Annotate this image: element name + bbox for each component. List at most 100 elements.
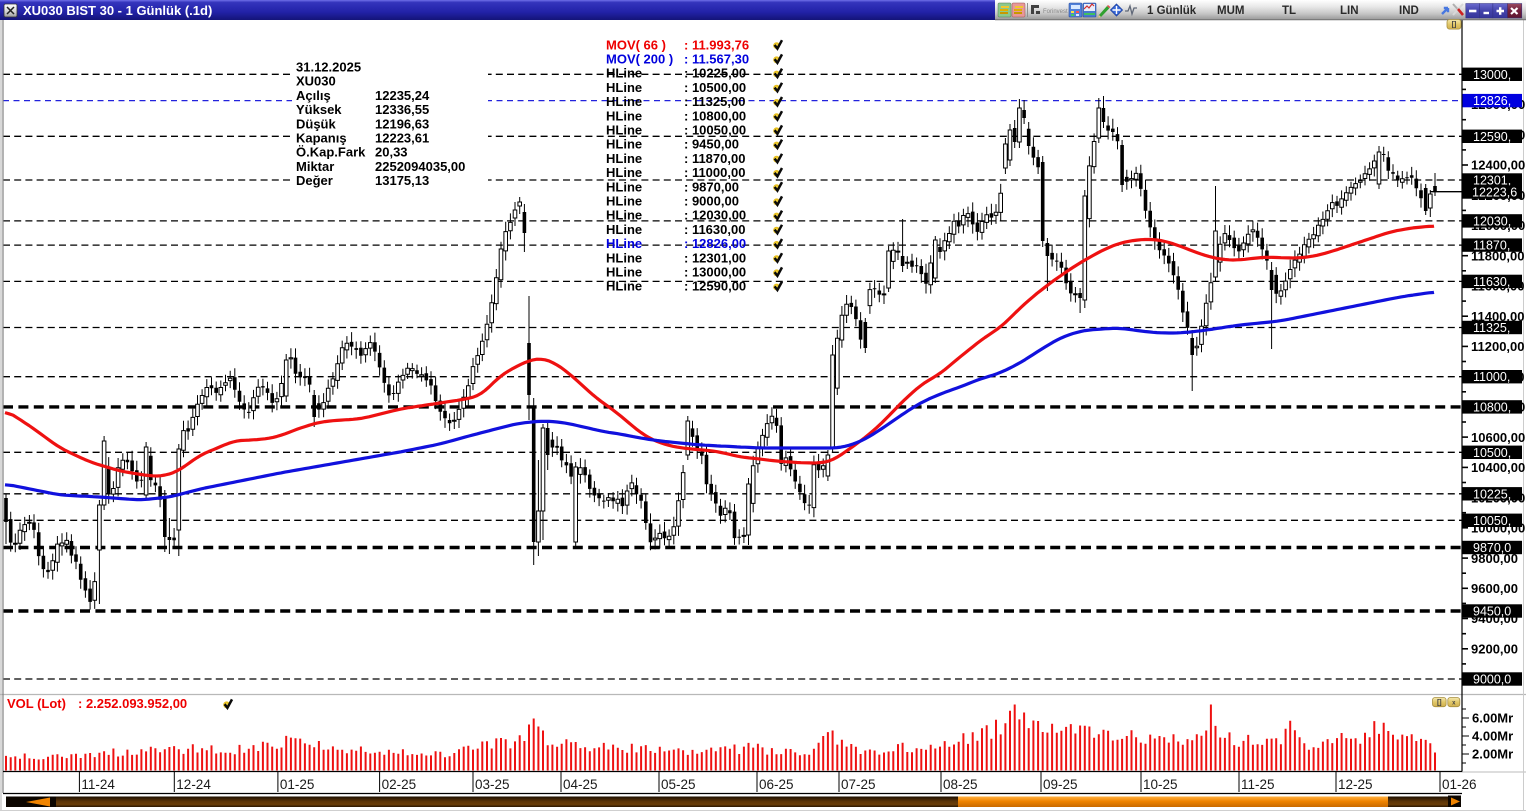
svg-text:11630,: 11630,	[1473, 275, 1510, 289]
svg-text:08-25: 08-25	[943, 777, 978, 792]
svg-text:: 11.567,30: : 11.567,30	[684, 52, 749, 67]
svg-text:9450,0: 9450,0	[1473, 605, 1511, 619]
svg-text:10-25: 10-25	[1143, 777, 1178, 792]
svg-text:XU030 BIST 30 - 1 Günlük (.1d): XU030 BIST 30 - 1 Günlük (.1d)	[23, 3, 212, 18]
svg-text:: 10225,00: : 10225,00	[684, 66, 746, 81]
svg-text:12301,: 12301,	[1473, 174, 1511, 188]
svg-text:HLine: HLine	[606, 123, 642, 138]
svg-text:LIN: LIN	[1340, 5, 1359, 17]
svg-text:: 13000,00: : 13000,00	[684, 265, 746, 280]
svg-text:11400,00: 11400,00	[1471, 309, 1525, 324]
svg-text:12223,61: 12223,61	[375, 131, 429, 146]
svg-text:Yüksek: Yüksek	[296, 102, 342, 117]
svg-text:IND: IND	[1399, 5, 1419, 17]
svg-text:13000,: 13000,	[1473, 68, 1511, 82]
svg-text:12400,00: 12400,00	[1471, 158, 1525, 173]
svg-text:x: x	[1452, 700, 1456, 706]
svg-text:: 11870,00: : 11870,00	[684, 151, 745, 166]
svg-text:TL: TL	[1282, 5, 1296, 17]
svg-text:09-25: 09-25	[1043, 777, 1078, 792]
svg-text:: 9870,00: : 9870,00	[684, 179, 739, 194]
svg-text:11800,00: 11800,00	[1471, 248, 1525, 263]
svg-text:9870,0: 9870,0	[1473, 541, 1511, 555]
svg-text:6.00Mr: 6.00Mr	[1472, 711, 1513, 726]
svg-text:11-24: 11-24	[81, 777, 115, 792]
svg-text:HLine: HLine	[606, 179, 642, 194]
svg-text:Kapanış: Kapanış	[296, 131, 347, 146]
svg-text:HLine: HLine	[606, 165, 642, 180]
svg-text:Ö.Kap.Fark: Ö.Kap.Fark	[296, 145, 366, 160]
svg-text:12223,6: 12223,6	[1472, 186, 1517, 200]
svg-text:9200,00: 9200,00	[1471, 642, 1518, 657]
svg-text:HLine: HLine	[606, 151, 642, 166]
svg-text:01-26: 01-26	[1442, 777, 1477, 792]
svg-text:10800,: 10800,	[1473, 400, 1511, 414]
svg-text:10500,: 10500,	[1473, 446, 1511, 460]
svg-text:: 10050,00: : 10050,00	[684, 123, 746, 138]
svg-text:12826,: 12826,	[1473, 94, 1511, 108]
svg-text:12196,63: 12196,63	[375, 116, 429, 131]
svg-text:: 11325,00: : 11325,00	[684, 94, 745, 109]
svg-text:HLine: HLine	[606, 236, 642, 251]
svg-text:HLine: HLine	[606, 80, 642, 95]
svg-text:[]: []	[1452, 22, 1457, 29]
svg-text:Düşük: Düşük	[296, 116, 337, 131]
svg-text:VOL (Lot): VOL (Lot)	[7, 696, 66, 711]
svg-text:9000,0: 9000,0	[1473, 673, 1511, 687]
svg-text:02-25: 02-25	[382, 777, 417, 792]
svg-text:Değer: Değer	[296, 173, 333, 188]
svg-text:: 9450,00: : 9450,00	[684, 137, 739, 152]
svg-text:: 11630,00: : 11630,00	[684, 222, 745, 237]
svg-text:HLine: HLine	[606, 208, 642, 223]
svg-text:HLine: HLine	[606, 66, 642, 81]
svg-text:Açılış: Açılış	[296, 88, 331, 103]
svg-text:: 10800,00: : 10800,00	[684, 108, 746, 123]
svg-text:13175,13: 13175,13	[375, 173, 429, 188]
svg-text:HLine: HLine	[606, 94, 642, 109]
svg-text:HLine: HLine	[606, 194, 642, 209]
svg-text:MUM: MUM	[1217, 5, 1244, 17]
svg-text:20,33: 20,33	[375, 145, 408, 160]
svg-text:HLine: HLine	[606, 279, 642, 294]
svg-text:: 12590,00: : 12590,00	[684, 279, 746, 294]
svg-text:2252094035,00: 2252094035,00	[375, 159, 465, 174]
svg-text:HLine: HLine	[606, 108, 642, 123]
svg-text:12336,55: 12336,55	[375, 102, 429, 117]
svg-text:01-25: 01-25	[280, 777, 315, 792]
svg-text:MOV( 200 ): MOV( 200 )	[606, 52, 673, 67]
svg-text:12-24: 12-24	[176, 777, 211, 792]
svg-text:[]: []	[1437, 699, 1442, 706]
svg-text:: 11000,00: : 11000,00	[684, 165, 745, 180]
svg-text:HLine: HLine	[606, 137, 642, 152]
svg-text:9800,00: 9800,00	[1471, 551, 1518, 566]
svg-text:HLine: HLine	[606, 250, 642, 265]
svg-text:10225,: 10225,	[1473, 487, 1511, 501]
svg-text:11325,: 11325,	[1473, 321, 1510, 335]
svg-text:: 12301,00: : 12301,00	[684, 250, 746, 265]
svg-text:12030,: 12030,	[1473, 214, 1511, 228]
svg-text:: 9000,00: : 9000,00	[684, 194, 739, 209]
svg-text:11870,: 11870,	[1473, 239, 1510, 253]
svg-text:1 Günlük: 1 Günlük	[1147, 5, 1197, 17]
svg-text:Miktar: Miktar	[296, 159, 334, 174]
svg-text:HLine: HLine	[606, 222, 642, 237]
svg-text:03-25: 03-25	[475, 777, 510, 792]
svg-text:11-25: 11-25	[1241, 777, 1275, 792]
svg-text:11000,: 11000,	[1473, 370, 1510, 384]
svg-text:4.00Mr: 4.00Mr	[1472, 729, 1513, 744]
svg-text:: 12826,00: : 12826,00	[684, 236, 746, 251]
svg-text:10400,00: 10400,00	[1471, 460, 1525, 475]
svg-text:Forinvest: Forinvest	[1043, 9, 1068, 15]
svg-text:MOV( 66 ): MOV( 66 )	[606, 37, 666, 52]
svg-text:11200,00: 11200,00	[1471, 339, 1525, 354]
svg-text:12235,24: 12235,24	[375, 88, 430, 103]
svg-text:07-25: 07-25	[841, 777, 876, 792]
svg-text:2.00Mr: 2.00Mr	[1472, 747, 1513, 762]
svg-text:12-25: 12-25	[1338, 777, 1373, 792]
svg-text:10050,: 10050,	[1473, 514, 1511, 528]
svg-text:10600,00: 10600,00	[1471, 430, 1525, 445]
svg-text:06-25: 06-25	[759, 777, 794, 792]
svg-text:HLine: HLine	[606, 265, 642, 280]
svg-text:: 12030,00: : 12030,00	[684, 208, 746, 223]
svg-text:05-25: 05-25	[661, 777, 696, 792]
